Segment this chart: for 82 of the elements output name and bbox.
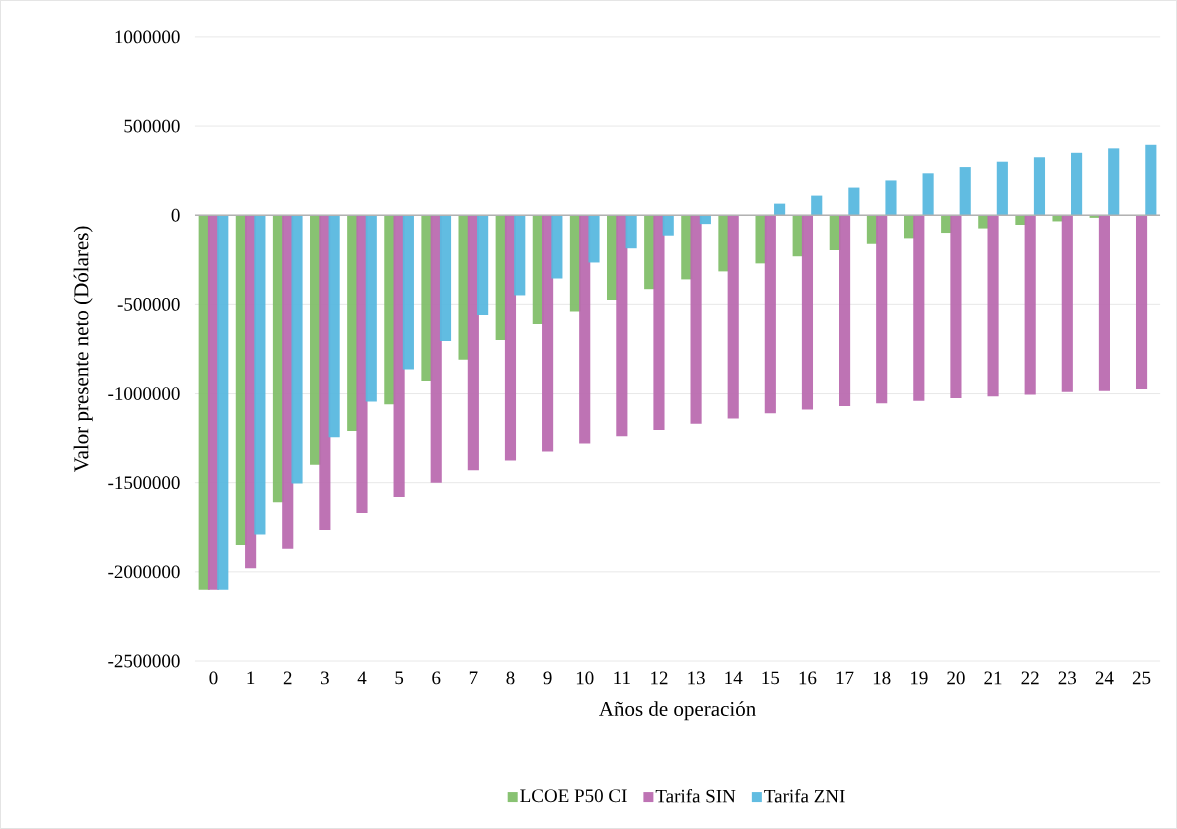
bar	[885, 180, 897, 216]
bar	[1135, 215, 1148, 390]
bar	[467, 215, 479, 471]
bar	[1033, 157, 1046, 216]
bar	[1071, 152, 1083, 216]
bar	[514, 215, 526, 296]
bar	[959, 167, 971, 216]
bar	[328, 215, 340, 438]
x-tick-label: 14	[725, 671, 743, 685]
x-tick-label: 2	[283, 671, 292, 685]
legend-label: Tarifa ZNI	[764, 788, 845, 803]
bar	[1108, 148, 1120, 216]
bar	[616, 215, 628, 437]
x-axis-title: Años de operación	[598, 701, 756, 721]
bar	[504, 215, 517, 461]
bar	[727, 215, 739, 419]
bar	[764, 215, 776, 414]
x-tick-label: 7	[469, 671, 478, 685]
bar	[839, 215, 851, 407]
bar	[848, 187, 860, 216]
x-tick-label: 21	[984, 671, 1002, 685]
x-tick-label: 5	[395, 671, 404, 685]
y-tick-label: -2000000	[108, 565, 180, 579]
x-tick-label: 22	[1021, 671, 1039, 685]
bar	[542, 215, 554, 452]
bar	[217, 215, 229, 590]
bar	[801, 215, 814, 410]
x-tick-label: 15	[762, 671, 780, 685]
x-tick-label: 12	[651, 671, 668, 685]
bar	[913, 215, 925, 401]
bar	[588, 215, 600, 263]
x-tick-label: 17	[836, 671, 854, 685]
bar	[579, 215, 591, 444]
x-tick-label: 20	[947, 671, 965, 685]
x-tick-label: 3	[321, 671, 329, 685]
x-tick-label: 16	[799, 671, 817, 685]
legend-label: LCOE P50 CI	[520, 789, 627, 803]
x-tick-label: 11	[614, 671, 630, 685]
x-tick-label: 25	[1132, 671, 1151, 685]
bar	[291, 215, 303, 484]
x-tick-label: 10	[576, 671, 594, 685]
y-tick-label: -500000	[117, 298, 180, 311]
bar	[1024, 215, 1036, 395]
y-axis-title: Valor presente neto (Dólares)	[73, 226, 93, 473]
x-tick-label: 13	[688, 671, 705, 685]
y-tick-label: -2500000	[108, 654, 180, 668]
bar	[996, 161, 1008, 216]
bar	[477, 215, 489, 316]
legend-label: Tarifa SIN	[655, 788, 736, 803]
x-tick-label: 6	[432, 671, 441, 685]
y-tick-label: 500000	[124, 119, 180, 133]
bar	[1098, 215, 1110, 391]
bar	[439, 215, 452, 341]
bar	[430, 215, 442, 483]
y-tick-label: -1500000	[108, 476, 180, 490]
bar	[987, 215, 999, 397]
x-tick-label: 9	[543, 671, 552, 685]
bar	[922, 173, 934, 216]
x-tick-label: 1	[247, 671, 255, 685]
bar	[811, 195, 823, 216]
bar	[254, 215, 266, 535]
y-tick-label: 0	[171, 208, 180, 222]
bar	[950, 215, 962, 399]
y-tick-label: 1000000	[115, 30, 180, 44]
x-tick-label: 8	[506, 671, 515, 685]
bar	[876, 215, 888, 404]
bar	[1061, 215, 1073, 392]
x-tick-label: 4	[357, 671, 367, 685]
bar	[1145, 144, 1157, 216]
bar	[690, 215, 702, 424]
x-tick-label: 24	[1095, 671, 1114, 685]
x-tick-label: 0	[209, 671, 218, 685]
bar	[653, 215, 665, 431]
y-tick-label: -1000000	[108, 387, 180, 400]
bar	[625, 215, 637, 249]
x-tick-label: 23	[1058, 671, 1077, 685]
bar	[551, 215, 563, 279]
x-tick-label: 18	[873, 671, 891, 685]
bar	[365, 215, 377, 402]
bar	[402, 215, 414, 370]
x-tick-label: 19	[910, 671, 928, 685]
bar	[662, 215, 674, 236]
